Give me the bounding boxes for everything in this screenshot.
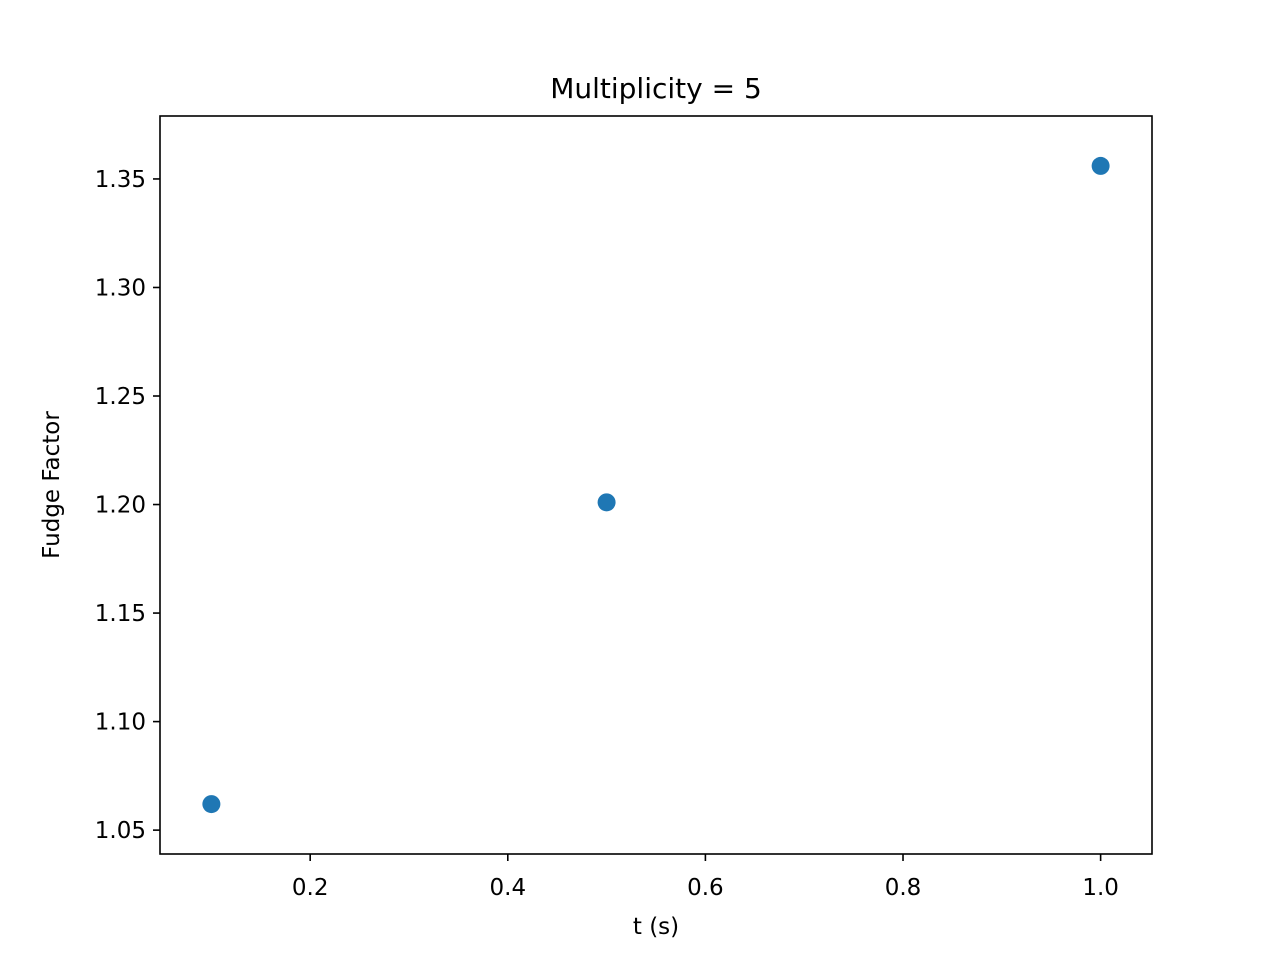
y-tick-label: 1.20 bbox=[95, 493, 146, 519]
x-tick-label: 0.2 bbox=[292, 875, 329, 901]
x-tick-label: 0.4 bbox=[490, 875, 527, 901]
y-tick-label: 1.15 bbox=[95, 601, 146, 627]
x-tick-label: 0.8 bbox=[885, 875, 922, 901]
y-tick-label: 1.10 bbox=[95, 710, 146, 736]
data-point bbox=[202, 795, 221, 814]
y-tick-label: 1.35 bbox=[95, 167, 146, 193]
chart-title: Multiplicity = 5 bbox=[550, 72, 762, 105]
x-tick-label: 1.0 bbox=[1082, 875, 1119, 901]
x-tick-label: 0.6 bbox=[687, 875, 724, 901]
data-points bbox=[202, 156, 1110, 814]
y-tick-label: 1.30 bbox=[95, 275, 146, 301]
x-axis-label: t (s) bbox=[633, 914, 679, 940]
y-tick-label: 1.05 bbox=[95, 818, 146, 844]
data-point bbox=[1091, 156, 1110, 175]
y-axis-ticks: 1.05 1.10 1.15 1.20 1.25 1.30 1.35 bbox=[95, 167, 160, 844]
data-point bbox=[597, 493, 616, 512]
x-axis-ticks: 0.2 0.4 0.6 0.8 1.0 bbox=[292, 854, 1119, 901]
y-axis-label: Fudge Factor bbox=[39, 411, 65, 559]
y-tick-label: 1.25 bbox=[95, 384, 146, 410]
plot-frame bbox=[159, 115, 1153, 855]
